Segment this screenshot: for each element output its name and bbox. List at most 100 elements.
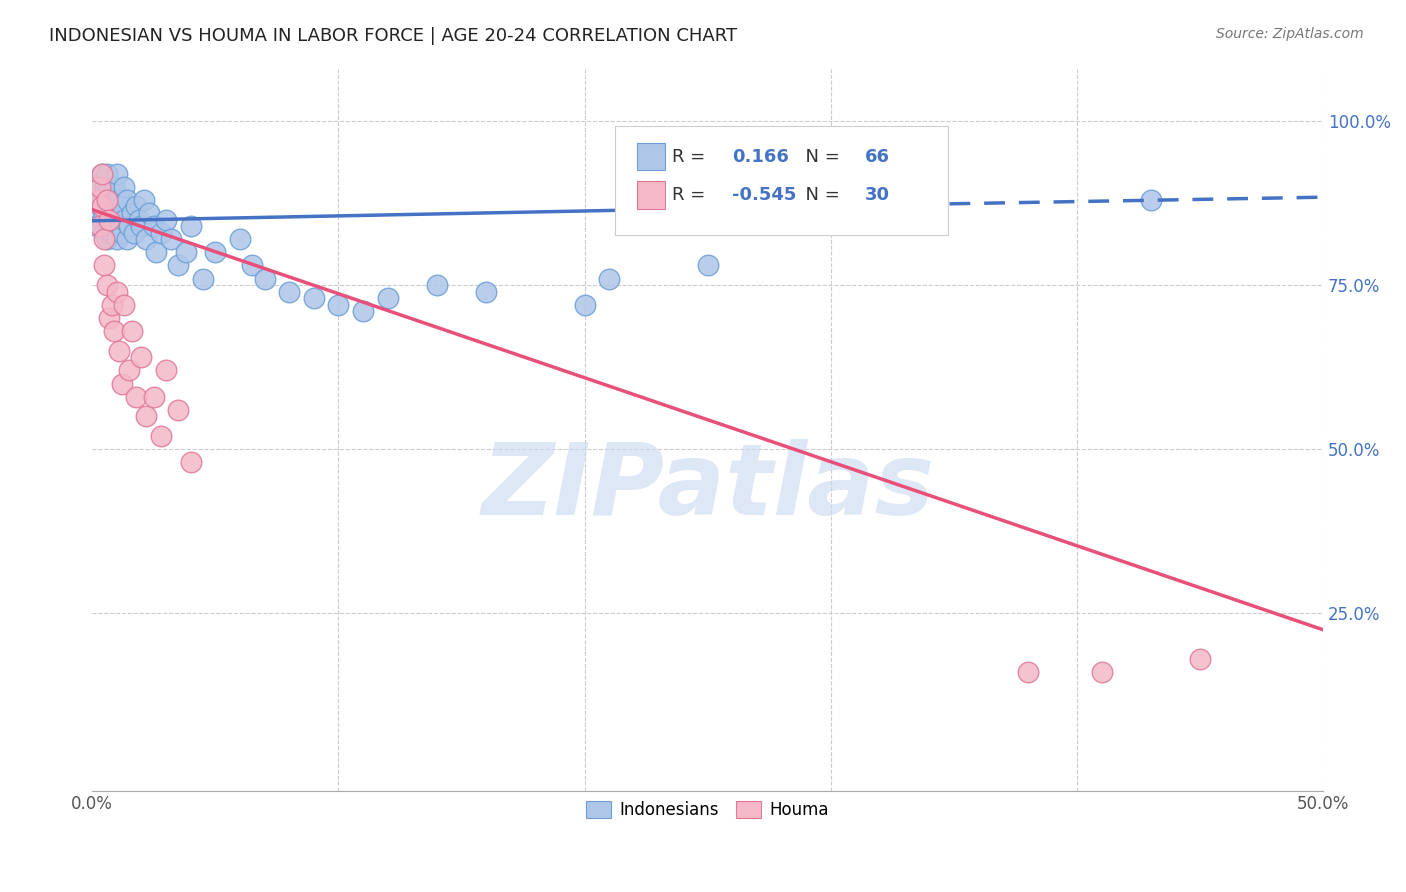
- Point: [112, 212, 135, 227]
- Point: [103, 179, 125, 194]
- Point: [302, 291, 325, 305]
- Point: [167, 402, 190, 417]
- Point: [229, 232, 252, 246]
- Point: [150, 429, 173, 443]
- Point: [96, 167, 118, 181]
- Point: [89, 179, 111, 194]
- Point: [1017, 665, 1039, 680]
- Point: [142, 390, 165, 404]
- Point: [103, 212, 125, 227]
- Point: [475, 285, 498, 299]
- Point: [121, 206, 143, 220]
- Point: [98, 199, 121, 213]
- Point: [96, 212, 118, 227]
- Point: [122, 226, 145, 240]
- Point: [89, 219, 111, 233]
- Text: -0.545: -0.545: [733, 186, 797, 204]
- Point: [115, 232, 138, 246]
- Point: [89, 199, 111, 213]
- Point: [253, 271, 276, 285]
- Point: [86, 193, 108, 207]
- Point: [112, 179, 135, 194]
- Point: [240, 259, 263, 273]
- Point: [150, 226, 173, 240]
- Point: [91, 167, 114, 181]
- Point: [1139, 193, 1161, 207]
- Point: [118, 363, 141, 377]
- Point: [167, 259, 190, 273]
- Point: [108, 193, 131, 207]
- Point: [135, 232, 157, 246]
- Point: [204, 245, 226, 260]
- Point: [115, 193, 138, 207]
- Point: [91, 193, 114, 207]
- Point: [101, 298, 124, 312]
- Bar: [637, 181, 665, 209]
- Point: [574, 298, 596, 312]
- Point: [135, 409, 157, 424]
- Point: [696, 259, 718, 273]
- Point: [174, 245, 197, 260]
- Point: [105, 206, 128, 220]
- Point: [118, 219, 141, 233]
- Point: [125, 199, 148, 213]
- Point: [108, 219, 131, 233]
- Point: [98, 310, 121, 325]
- Point: [93, 206, 115, 220]
- Point: [145, 245, 167, 260]
- Point: [91, 212, 114, 227]
- Point: [91, 199, 114, 213]
- Point: [155, 212, 177, 227]
- Point: [111, 226, 134, 240]
- Point: [160, 232, 183, 246]
- Point: [96, 278, 118, 293]
- Point: [93, 186, 115, 201]
- Text: N =: N =: [794, 147, 845, 166]
- Point: [91, 167, 114, 181]
- Point: [93, 232, 115, 246]
- Point: [128, 212, 150, 227]
- Point: [352, 304, 374, 318]
- Point: [142, 219, 165, 233]
- Text: 0.166: 0.166: [733, 147, 789, 166]
- Point: [111, 199, 134, 213]
- Point: [180, 455, 202, 469]
- Text: R =: R =: [672, 147, 711, 166]
- Point: [121, 324, 143, 338]
- Point: [1189, 652, 1212, 666]
- Point: [93, 173, 115, 187]
- Point: [93, 226, 115, 240]
- Point: [111, 376, 134, 391]
- Point: [98, 219, 121, 233]
- Point: [138, 206, 160, 220]
- Point: [89, 179, 111, 194]
- Point: [132, 193, 155, 207]
- Text: ZIPatlas: ZIPatlas: [481, 439, 934, 536]
- Point: [96, 193, 118, 207]
- Point: [98, 212, 121, 227]
- Point: [180, 219, 202, 233]
- Point: [101, 193, 124, 207]
- Point: [101, 226, 124, 240]
- Point: [328, 298, 350, 312]
- Text: 66: 66: [865, 147, 890, 166]
- Text: R =: R =: [672, 186, 711, 204]
- Point: [105, 232, 128, 246]
- Point: [598, 271, 620, 285]
- Point: [131, 351, 153, 365]
- Point: [278, 285, 301, 299]
- Point: [93, 259, 115, 273]
- Point: [108, 343, 131, 358]
- Text: Source: ZipAtlas.com: Source: ZipAtlas.com: [1216, 27, 1364, 41]
- Point: [918, 212, 941, 227]
- Point: [131, 219, 153, 233]
- Text: 30: 30: [865, 186, 890, 204]
- Point: [377, 291, 399, 305]
- Point: [105, 285, 128, 299]
- Point: [1090, 665, 1112, 680]
- Legend: Indonesians, Houma: Indonesians, Houma: [579, 794, 835, 826]
- Point: [96, 193, 118, 207]
- Point: [105, 167, 128, 181]
- Point: [191, 271, 214, 285]
- Text: N =: N =: [794, 186, 845, 204]
